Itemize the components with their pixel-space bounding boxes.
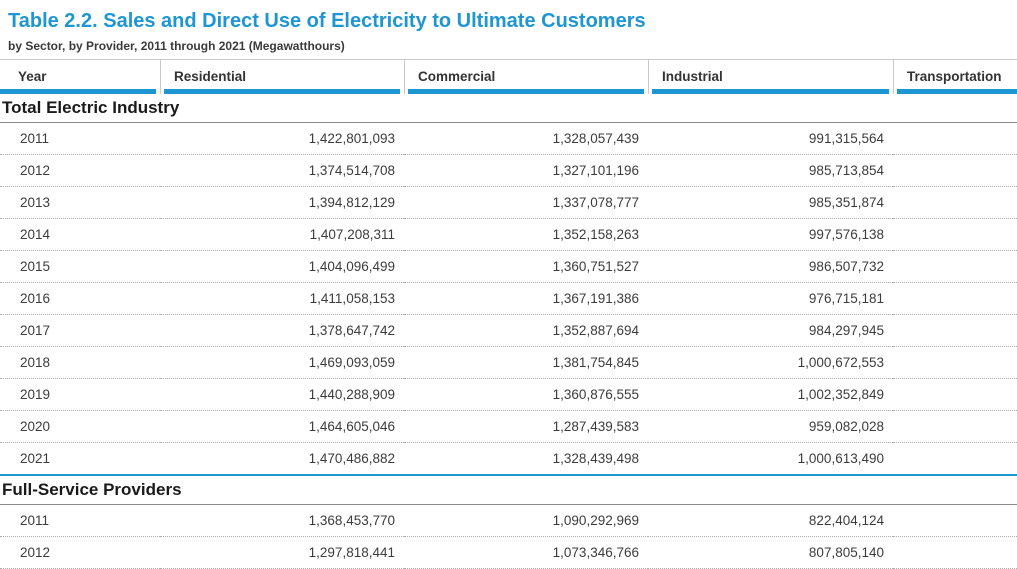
commercial-value-cell: 1,352,887,694 <box>404 315 648 347</box>
year-cell: 2018 <box>0 347 160 379</box>
year-cell: 2016 <box>0 283 160 315</box>
commercial-value-cell: 1,287,439,583 <box>404 411 648 443</box>
table-row: 2014 1,407,208,311 1,352,158,263 997,576,13… <box>0 219 1017 251</box>
commercial-value-cell: 1,073,346,766 <box>404 537 648 569</box>
table-row: 2020 1,464,605,046 1,287,439,583 959,082,02… <box>0 411 1017 443</box>
industrial-value-cell: 991,315,564 <box>648 123 893 155</box>
year-cell: 2017 <box>0 315 160 347</box>
table-row: 2012 1,374,514,708 1,327,101,196 985,713,85… <box>0 155 1017 187</box>
table-row: 2019 1,440,288,909 1,360,876,555 1,002,352,… <box>0 379 1017 411</box>
residential-value-cell: 1,440,288,909 <box>160 379 404 411</box>
industrial-value-cell: 985,713,854 <box>648 155 893 187</box>
year-cell: 2020 <box>0 411 160 443</box>
table-row: 2018 1,469,093,059 1,381,754,845 1,000,672,… <box>0 347 1017 379</box>
column-header-residential: Residential <box>160 60 404 94</box>
table-row: 2011 1,422,801,093 1,328,057,439 991,315,56… <box>0 123 1017 155</box>
section-title: Full-Service Providers <box>0 476 1017 505</box>
table-row: 2021 1,470,486,882 1,328,439,498 1,000,613,… <box>0 443 1017 476</box>
column-header-transportation: Transportation <box>893 60 1017 94</box>
page-subtitle: by Sector, by Provider, 2011 through 202… <box>8 39 345 53</box>
table-body: Total Electric Industry 2011 1,422,801,093… <box>0 94 1017 569</box>
transportation-value-cell <box>893 537 1017 569</box>
industrial-value-cell: 997,576,138 <box>648 219 893 251</box>
residential-value-cell: 1,469,093,059 <box>160 347 404 379</box>
year-cell: 2019 <box>0 379 160 411</box>
residential-value-cell: 1,422,801,093 <box>160 123 404 155</box>
commercial-value-cell: 1,337,078,777 <box>404 187 648 219</box>
year-cell: 2012 <box>0 155 160 187</box>
residential-value-cell: 1,404,096,499 <box>160 251 404 283</box>
section-header-row: Total Electric Industry <box>0 94 1017 123</box>
transportation-value-cell <box>893 505 1017 537</box>
residential-value-cell: 1,407,208,311 <box>160 219 404 251</box>
residential-value-cell: 1,394,812,129 <box>160 187 404 219</box>
section-header-row: Full-Service Providers <box>0 476 1017 505</box>
year-cell: 2021 <box>0 443 160 476</box>
commercial-value-cell: 1,360,751,527 <box>404 251 648 283</box>
transportation-value-cell <box>893 315 1017 347</box>
transportation-value-cell <box>893 187 1017 219</box>
commercial-value-cell: 1,327,101,196 <box>404 155 648 187</box>
year-cell: 2015 <box>0 251 160 283</box>
table-header: Year Residential Commercial Industrial T… <box>0 60 1017 94</box>
residential-value-cell: 1,464,605,046 <box>160 411 404 443</box>
transportation-value-cell <box>893 251 1017 283</box>
transportation-value-cell <box>893 155 1017 187</box>
commercial-value-cell: 1,090,292,969 <box>404 505 648 537</box>
residential-value-cell: 1,368,453,770 <box>160 505 404 537</box>
industrial-value-cell: 1,002,352,849 <box>648 379 893 411</box>
year-cell: 2014 <box>0 219 160 251</box>
column-header-year: Year <box>0 60 160 94</box>
industrial-value-cell: 1,000,672,553 <box>648 347 893 379</box>
residential-value-cell: 1,470,486,882 <box>160 443 404 476</box>
industrial-value-cell: 976,715,181 <box>648 283 893 315</box>
transportation-value-cell <box>893 283 1017 315</box>
table-row: 2016 1,411,058,153 1,367,191,386 976,715,18… <box>0 283 1017 315</box>
commercial-value-cell: 1,328,057,439 <box>404 123 648 155</box>
residential-value-cell: 1,297,818,441 <box>160 537 404 569</box>
industrial-value-cell: 959,082,028 <box>648 411 893 443</box>
section-title: Total Electric Industry <box>0 94 1017 123</box>
commercial-value-cell: 1,381,754,845 <box>404 347 648 379</box>
residential-value-cell: 1,374,514,708 <box>160 155 404 187</box>
commercial-value-cell: 1,328,439,498 <box>404 443 648 476</box>
industrial-value-cell: 985,351,874 <box>648 187 893 219</box>
commercial-value-cell: 1,360,876,555 <box>404 379 648 411</box>
table-row: 2012 1,297,818,441 1,073,346,766 807,805,14… <box>0 537 1017 569</box>
header-row: Year Residential Commercial Industrial T… <box>0 60 1017 94</box>
column-header-industrial: Industrial <box>648 60 893 94</box>
table-row: 2013 1,394,812,129 1,337,078,777 985,351,87… <box>0 187 1017 219</box>
residential-value-cell: 1,378,647,742 <box>160 315 404 347</box>
table-row: 2011 1,368,453,770 1,090,292,969 822,404,12… <box>0 505 1017 537</box>
residential-value-cell: 1,411,058,153 <box>160 283 404 315</box>
industrial-value-cell: 807,805,140 <box>648 537 893 569</box>
industrial-value-cell: 984,297,945 <box>648 315 893 347</box>
transportation-value-cell <box>893 411 1017 443</box>
industrial-value-cell: 822,404,124 <box>648 505 893 537</box>
year-cell: 2011 <box>0 123 160 155</box>
transportation-value-cell <box>893 443 1017 476</box>
table-row: 2015 1,404,096,499 1,360,751,527 986,507,73… <box>0 251 1017 283</box>
table-row: 2017 1,378,647,742 1,352,887,694 984,297,94… <box>0 315 1017 347</box>
transportation-value-cell <box>893 347 1017 379</box>
electricity-sales-table: Year Residential Commercial Industrial T… <box>0 59 1017 569</box>
column-header-commercial: Commercial <box>404 60 648 94</box>
transportation-value-cell <box>893 123 1017 155</box>
transportation-value-cell <box>893 379 1017 411</box>
commercial-value-cell: 1,352,158,263 <box>404 219 648 251</box>
industrial-value-cell: 986,507,732 <box>648 251 893 283</box>
commercial-value-cell: 1,367,191,386 <box>404 283 648 315</box>
year-cell: 2012 <box>0 537 160 569</box>
transportation-value-cell <box>893 219 1017 251</box>
page-title: Table 2.2. Sales and Direct Use of Elect… <box>8 10 646 32</box>
year-cell: 2011 <box>0 505 160 537</box>
industrial-value-cell: 1,000,613,490 <box>648 443 893 476</box>
year-cell: 2013 <box>0 187 160 219</box>
